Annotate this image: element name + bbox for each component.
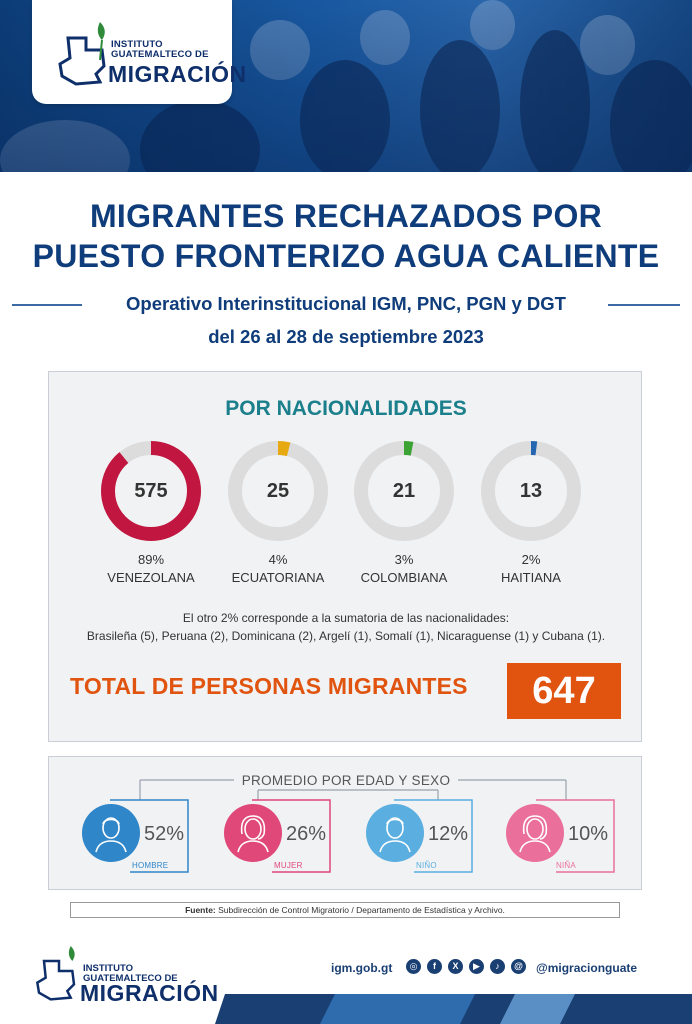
- donut-count: 575: [134, 480, 168, 502]
- total-value: 647: [507, 663, 621, 719]
- donut-count: 25: [266, 480, 290, 502]
- logo-text-institute: INSTITUTO GUATEMALTECO DE: [111, 39, 209, 60]
- instagram-icon[interactable]: ◎: [406, 959, 421, 974]
- guatemala-map-icon: [58, 22, 106, 86]
- donut-arc: [101, 441, 201, 541]
- age-sex-label: NIÑO: [416, 861, 437, 870]
- divider-right: [608, 304, 680, 306]
- facebook-icon[interactable]: f: [427, 959, 442, 974]
- logo-text-name: MIGRACIÓN: [108, 61, 247, 87]
- youtube-icon[interactable]: ▶: [469, 959, 484, 974]
- social-handle[interactable]: @migracionguate: [536, 961, 638, 975]
- age-sex-percent: 12%: [428, 823, 469, 845]
- subtitle: Operativo Interinstitucional IGM, PNC, P…: [126, 293, 566, 314]
- donut-arc: [354, 441, 454, 541]
- footer-stripe: [215, 994, 692, 1024]
- threads-icon[interactable]: @: [511, 959, 526, 974]
- donut-count: 21: [392, 480, 416, 502]
- footer-logo-map-icon: [35, 946, 76, 1001]
- age-sex-percent: 26%: [286, 823, 327, 845]
- donut-count: 13: [519, 480, 543, 502]
- x-icon[interactable]: X: [448, 959, 463, 974]
- age-sex-label: MUJER: [274, 861, 303, 870]
- page-title: MIGRANTES RECHAZADOS POR PUESTO FRONTERI…: [32, 198, 660, 274]
- tiktok-icon[interactable]: ♪: [490, 959, 505, 974]
- logo-card: INSTITUTO GUATEMALTECO DE MIGRACIÓN: [32, 0, 246, 104]
- donut-ecuatoriana: 25: [227, 440, 329, 542]
- nationality-percent: 4%: [268, 552, 288, 567]
- divider-left: [12, 304, 82, 306]
- woman-icon: [224, 804, 282, 862]
- nationality-name: COLOMBIANA: [360, 570, 448, 585]
- footer-logo-text-name: MIGRACIÓN: [80, 980, 219, 1006]
- nationality-name: ECUATORIANA: [231, 570, 325, 585]
- age-sex-percent: 52%: [144, 823, 185, 845]
- age-sex-label: HOMBRE: [132, 861, 169, 870]
- girl-icon: [506, 804, 564, 862]
- total-label: TOTAL DE PERSONAS MIGRANTES: [70, 673, 468, 699]
- age-sex-percent: 10%: [568, 823, 609, 845]
- nationality-name: VENEZOLANA: [107, 570, 195, 585]
- nationality-percent: 89%: [137, 552, 165, 567]
- boy-icon: [366, 804, 424, 862]
- nationality-percent: 2%: [521, 552, 541, 567]
- nationality-name: HAITIANA: [501, 570, 561, 585]
- donut-haitiana: 13: [480, 440, 582, 542]
- others-note: El otro 2% corresponde a la sumatoria de…: [86, 611, 606, 643]
- nationality-percent: 3%: [394, 552, 414, 567]
- date-range: del 26 al 28 de septiembre 2023: [208, 326, 484, 347]
- source-note: Fuente: Subdirección de Control Migrator…: [70, 902, 620, 918]
- age-sex-heading: PROMEDIO POR EDAD Y SEXO: [0, 773, 692, 788]
- donut-venezolana: 575: [100, 440, 202, 542]
- website-link[interactable]: igm.gob.gt: [331, 961, 393, 975]
- age-sex-label: NIÑA: [556, 861, 576, 870]
- donut-arc: [481, 441, 581, 541]
- man-icon: [82, 804, 140, 862]
- footer-logo-text-institute: INSTITUTO GUATEMALTECO DE: [83, 963, 178, 984]
- donut-arc: [228, 441, 328, 541]
- nationalities-heading: POR NACIONALIDADES: [225, 397, 467, 420]
- donut-colombiana: 21: [353, 440, 455, 542]
